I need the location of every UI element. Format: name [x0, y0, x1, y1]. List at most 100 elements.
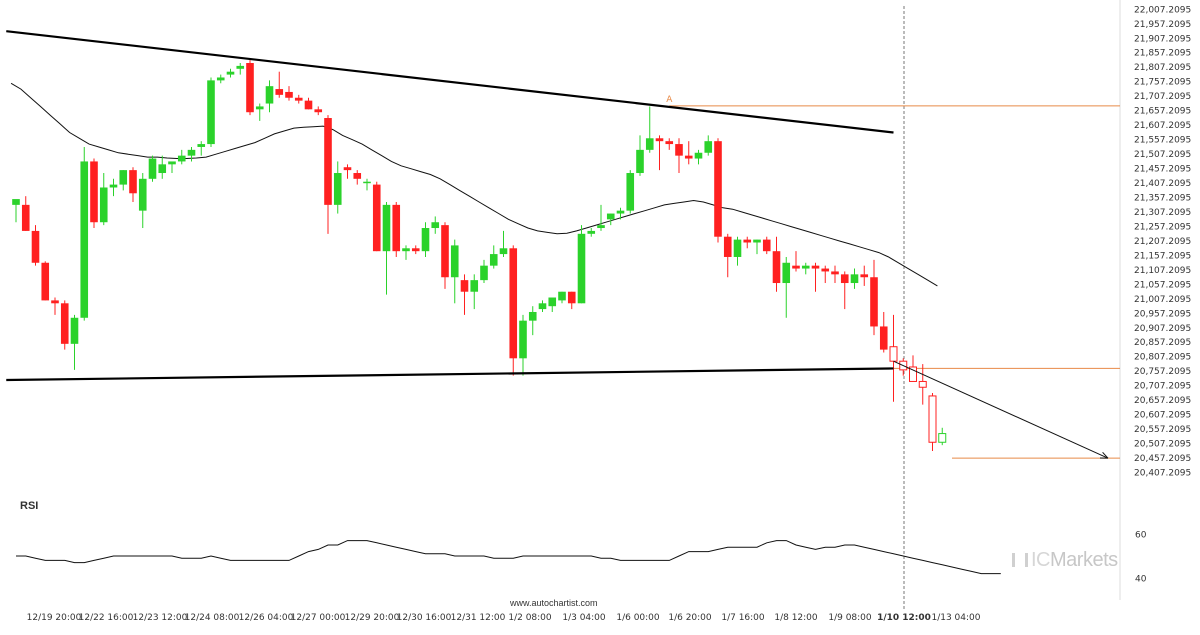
candle-body	[480, 265, 488, 281]
candle-body	[489, 254, 498, 266]
y-tick-label: 21,407.2095	[1134, 179, 1191, 189]
pattern-point-label: A	[666, 95, 673, 105]
candle-body	[450, 245, 459, 278]
x-tick-label: 12/24 08:00	[185, 613, 240, 623]
candle-body	[548, 297, 557, 307]
y-tick-label: 21,557.2095	[1134, 136, 1191, 146]
y-tick-label: 20,457.2095	[1134, 454, 1191, 464]
candle-body	[519, 320, 527, 359]
y-tick-label: 20,557.2095	[1134, 425, 1191, 435]
candle-body	[129, 170, 137, 194]
candle-body	[753, 239, 761, 243]
y-tick-label: 21,357.2095	[1134, 193, 1191, 203]
candle-body	[597, 225, 605, 229]
y-tick-label: 20,907.2095	[1134, 324, 1191, 334]
candle-body	[587, 230, 596, 234]
y-tick-label: 21,707.2095	[1134, 92, 1191, 102]
x-tick-label: 1/3 04:00	[562, 613, 606, 623]
candle-body	[538, 303, 547, 310]
candle-body	[743, 239, 752, 243]
candle-body	[168, 161, 176, 165]
x-tick-label: 12/31 12:00	[451, 613, 506, 623]
candle-body	[324, 118, 332, 205]
candle-body	[441, 225, 449, 278]
candle-body	[938, 433, 947, 443]
candle-body	[460, 280, 469, 292]
candle-body	[626, 173, 635, 211]
brand-ic: IC	[1031, 549, 1051, 571]
rsi-tick-label: 60	[1135, 531, 1147, 541]
y-tick-label: 20,757.2095	[1134, 367, 1191, 377]
candle-body	[382, 204, 391, 252]
candle-body	[821, 268, 830, 272]
candle-body	[70, 317, 79, 344]
y-tick-label: 21,207.2095	[1134, 237, 1191, 247]
candle-body	[606, 213, 615, 220]
candle-body	[733, 239, 742, 257]
candle-body	[918, 380, 927, 388]
y-tick-label: 20,957.2095	[1134, 309, 1191, 319]
y-tick-label: 21,007.2095	[1134, 295, 1191, 305]
candle-body	[499, 248, 508, 255]
x-tick-label: 12/23 12:00	[133, 613, 188, 623]
candle-body	[431, 222, 440, 229]
candle-body	[90, 161, 98, 223]
candle-body	[782, 262, 791, 284]
candle-body	[80, 161, 89, 318]
brand-logo: ICMarkets	[1012, 549, 1118, 572]
x-tick-label: 1/6 00:00	[616, 613, 660, 623]
candle-body	[353, 173, 362, 179]
candle-body	[304, 100, 313, 110]
candle-body	[363, 181, 371, 184]
candle-body	[772, 251, 781, 284]
candle-body	[636, 149, 644, 174]
candle-body	[704, 141, 713, 153]
y-tick-label: 21,757.2095	[1134, 78, 1191, 88]
x-tick-label: 12/19 20:00	[27, 613, 82, 623]
candle-body	[675, 144, 683, 156]
candle-body	[148, 158, 157, 179]
candle-body	[850, 274, 859, 284]
candle-body	[41, 262, 50, 301]
y-tick-label: 21,157.2095	[1134, 251, 1191, 261]
y-tick-label: 20,657.2095	[1134, 396, 1191, 406]
x-tick-label: 12/30 16:00	[397, 613, 452, 623]
candle-body	[792, 265, 800, 269]
moving-average-line	[10, 82, 938, 287]
candle-body	[684, 155, 693, 159]
x-tick-label: 1/8 12:00	[774, 613, 818, 623]
projection-arrowhead	[1099, 451, 1109, 459]
candle-body	[265, 86, 274, 104]
y-tick-label: 20,707.2095	[1134, 382, 1191, 392]
y-tick-label: 21,907.2095	[1134, 34, 1191, 44]
candle-body	[655, 138, 664, 142]
candle-body	[879, 326, 888, 350]
x-tick-label: 12/26 04:00	[239, 613, 294, 623]
y-tick-label: 21,307.2095	[1134, 208, 1191, 218]
y-tick-label: 20,857.2095	[1134, 338, 1191, 348]
candle-body	[831, 271, 839, 275]
candle-body	[811, 265, 820, 269]
candle-body	[21, 204, 30, 231]
x-tick-label: 1/13 04:00	[931, 613, 980, 623]
x-tick-label: 12/22 16:00	[79, 613, 134, 623]
candle-body	[860, 274, 869, 278]
candle-body	[840, 274, 849, 284]
candle-body	[226, 71, 235, 75]
candle-body	[762, 239, 771, 252]
candle-body	[421, 228, 430, 252]
candle-body	[411, 248, 420, 252]
y-tick-label: 21,657.2095	[1134, 107, 1191, 117]
candle-body	[314, 109, 323, 113]
candle-body	[528, 311, 537, 321]
rsi-line	[16, 540, 1001, 575]
candle-body	[616, 210, 625, 214]
candle-body	[645, 138, 654, 150]
candle-body	[909, 366, 917, 382]
candle-body	[246, 63, 254, 113]
candle-body	[60, 303, 69, 344]
candle-body	[31, 230, 40, 263]
candle-body	[870, 277, 878, 327]
